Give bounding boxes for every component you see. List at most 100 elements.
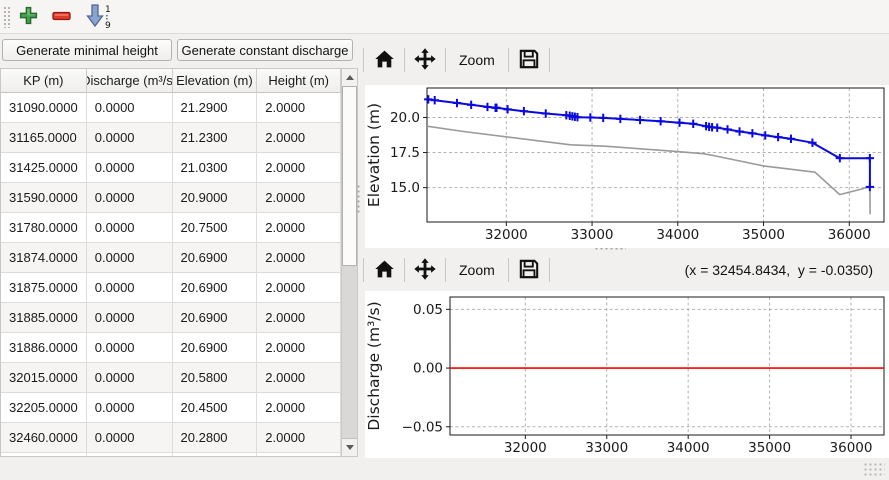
table-cell[interactable]: 0.0000 — [86, 213, 173, 243]
table-cell[interactable]: 0.0000 — [86, 423, 173, 453]
zoom-button-label: Zoom — [459, 52, 495, 68]
table-cell[interactable]: 31780.0000 — [1, 213, 87, 243]
generate-constant-discharge-button[interactable]: Generate constant discharge — [177, 39, 353, 61]
scrollbar-down-button[interactable] — [342, 438, 357, 456]
home-button[interactable] — [367, 255, 401, 285]
table-cell[interactable]: 0.0000 — [86, 273, 173, 303]
remove-row-button[interactable] — [49, 4, 75, 30]
zoom-button[interactable]: Zoom — [449, 255, 505, 285]
table-row[interactable]: 31874.0000 0.0000 20.6900 2.0000 — [1, 243, 342, 273]
table-cell[interactable]: 0.0000 — [86, 183, 173, 213]
table-cell[interactable]: 31090.0000 — [1, 93, 87, 123]
table-row[interactable]: 31780.0000 0.0000 20.7500 2.0000 — [1, 213, 342, 243]
home-button[interactable] — [367, 45, 401, 75]
table-row[interactable]: 31590.0000 0.0000 20.9000 2.0000 — [1, 183, 342, 213]
y-tick-label: 17.5 — [390, 145, 420, 161]
toolbar-drag-handle[interactable] — [3, 6, 11, 28]
table-cell[interactable]: 21.2300 — [172, 123, 258, 153]
table-cell[interactable]: 2.0000 — [257, 183, 342, 213]
table-row[interactable]: 32205.0000 0.0000 20.4500 2.0000 — [1, 393, 342, 423]
table-cell[interactable]: 0.0000 — [86, 393, 173, 423]
table-cell[interactable]: 0.0000 — [86, 303, 173, 333]
table-row[interactable]: 32460.0000 0.0000 20.2800 2.0000 — [1, 423, 342, 453]
table-cell[interactable]: 32205.0000 — [1, 393, 87, 423]
table-cell[interactable]: 31590.0000 — [1, 183, 87, 213]
table-row[interactable]: 31875.0000 0.0000 20.6900 2.0000 — [1, 273, 342, 303]
table-row[interactable] — [1, 453, 342, 456]
add-row-button[interactable] — [15, 4, 41, 30]
toolbar-separator — [548, 48, 550, 72]
pan-button[interactable] — [408, 255, 442, 285]
table-cell[interactable]: 2.0000 — [257, 393, 342, 423]
table-row[interactable]: 31425.0000 0.0000 21.0300 2.0000 — [1, 153, 342, 183]
save-button[interactable] — [512, 45, 546, 75]
table-cell[interactable]: 31875.0000 — [1, 273, 87, 303]
table-cell[interactable]: 0.0000 — [86, 363, 173, 393]
table-cell[interactable]: 2.0000 — [257, 213, 342, 243]
table-cell[interactable]: 31886.0000 — [1, 333, 87, 363]
plus-icon — [18, 5, 39, 29]
table-cell[interactable]: 0.0000 — [86, 93, 173, 123]
table-vertical-scrollbar[interactable] — [341, 69, 357, 456]
table-cell[interactable]: 31874.0000 — [1, 243, 87, 273]
column-header-kp[interactable]: KP (m) — [1, 69, 87, 93]
scrollbar-up-button[interactable] — [342, 69, 357, 87]
table-cell[interactable]: 0.0000 — [86, 153, 173, 183]
table-cell[interactable]: 20.9000 — [172, 183, 258, 213]
scrollbar-thumb[interactable] — [342, 86, 357, 266]
toolbar-separator — [404, 258, 405, 282]
column-header-discharge[interactable]: Discharge (m³/s) — [86, 69, 173, 93]
table-cell[interactable]: 2.0000 — [257, 303, 342, 333]
table-cell[interactable]: 20.5800 — [172, 363, 258, 393]
table-row[interactable]: 32015.0000 0.0000 20.5800 2.0000 — [1, 363, 342, 393]
table-cell[interactable]: 32015.0000 — [1, 363, 87, 393]
home-icon — [373, 258, 396, 283]
table-cell[interactable]: 31165.0000 — [1, 123, 87, 153]
table-row[interactable]: 31885.0000 0.0000 20.6900 2.0000 — [1, 303, 342, 333]
table-cell[interactable]: 20.2800 — [172, 423, 258, 453]
table-cell[interactable]: 20.7500 — [172, 213, 258, 243]
table-cell[interactable]: 21.0300 — [172, 153, 258, 183]
table-row[interactable]: 31886.0000 0.0000 20.6900 2.0000 — [1, 333, 342, 363]
window-resize-grip[interactable] — [863, 462, 885, 477]
table-cell[interactable]: 2.0000 — [257, 333, 342, 363]
table-cell[interactable]: 20.6900 — [172, 333, 258, 363]
table-cell[interactable] — [173, 453, 258, 456]
table-cell[interactable]: 0.0000 — [86, 123, 173, 153]
table-cell[interactable]: 2.0000 — [257, 243, 342, 273]
table-cell[interactable]: 20.4500 — [172, 393, 258, 423]
table-cell[interactable] — [1, 453, 87, 456]
table-cell[interactable]: 2.0000 — [257, 123, 342, 153]
table-cell[interactable] — [257, 453, 342, 456]
horizontal-splitter-handle[interactable] — [594, 246, 626, 252]
column-header-elevation[interactable]: Elevation (m) — [172, 69, 258, 93]
sort-rows-button[interactable]: 1 9 — [83, 3, 113, 31]
elevation-chart-canvas[interactable]: 32000 33000 34000 35000 36000 15.0 17.5 20.0 Ele… — [365, 85, 889, 248]
table-cell[interactable]: 21.2900 — [172, 93, 258, 123]
table-cell[interactable]: 0.0000 — [86, 243, 173, 273]
zoom-button[interactable]: Zoom — [449, 45, 505, 75]
table-cell[interactable]: 2.0000 — [257, 153, 342, 183]
table-cell[interactable]: 31425.0000 — [1, 153, 87, 183]
table-cell[interactable]: 20.6900 — [172, 303, 258, 333]
column-header-height[interactable]: Height (m) — [257, 69, 342, 93]
table-cell[interactable]: 2.0000 — [257, 423, 342, 453]
table-cell[interactable]: 2.0000 — [257, 93, 342, 123]
y-tick-label: 20.0 — [390, 110, 420, 126]
table-cell[interactable]: 31885.0000 — [1, 303, 87, 333]
table-cell[interactable]: 2.0000 — [257, 363, 342, 393]
table-cell[interactable]: 0.0000 — [86, 333, 173, 363]
generate-minimal-height-button[interactable]: Generate minimal height — [2, 39, 172, 61]
discharge-chart-canvas[interactable]: 32000 33000 34000 35000 36000 −0.05 0.00 0.05 Di… — [365, 291, 889, 458]
table-cell[interactable]: 2.0000 — [257, 273, 342, 303]
table-cell[interactable]: 20.6900 — [172, 243, 258, 273]
vertical-splitter-handle[interactable] — [356, 184, 362, 214]
save-button[interactable] — [512, 255, 546, 285]
table-cell[interactable]: 20.6900 — [172, 273, 258, 303]
triangle-down-icon — [345, 445, 354, 450]
table-row[interactable]: 31165.0000 0.0000 21.2300 2.0000 — [1, 123, 342, 153]
table-row[interactable]: 31090.0000 0.0000 21.2900 2.0000 — [1, 93, 342, 123]
table-cell[interactable] — [87, 453, 173, 456]
table-cell[interactable]: 32460.0000 — [1, 423, 87, 453]
pan-button[interactable] — [408, 45, 442, 75]
